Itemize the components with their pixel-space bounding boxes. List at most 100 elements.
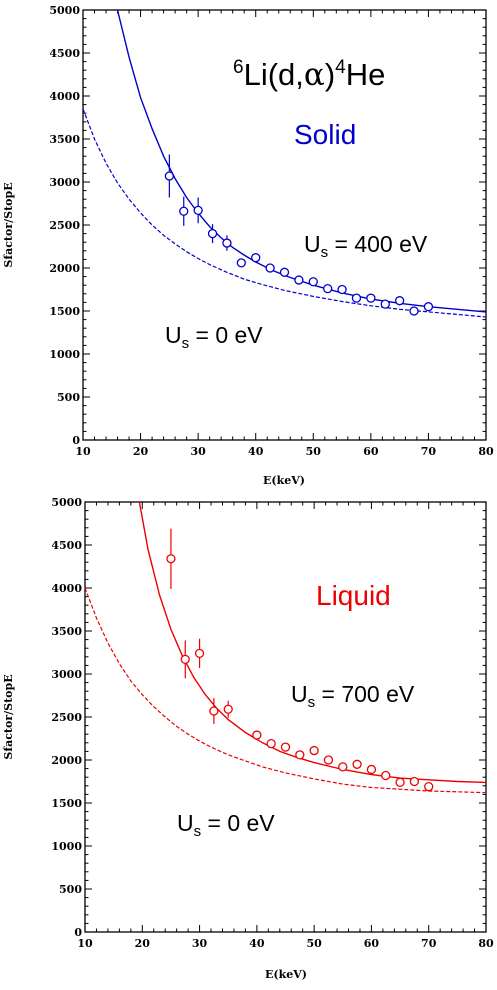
top-x-tick-label: 80 xyxy=(478,445,494,458)
bottom-y-ticks: 0 500 1000 1500 2000 2500 3000 3500 4000 4500 5000 xyxy=(51,496,486,939)
bottom-data-point xyxy=(266,739,276,749)
top-data-point xyxy=(164,171,175,181)
bottom-data-point xyxy=(352,759,362,769)
bottom-fit-curve xyxy=(138,501,487,784)
top-y-tick-label: 1000 xyxy=(49,348,80,361)
top-y-tick-label: 3500 xyxy=(49,133,80,146)
top-y-tick-label: 2500 xyxy=(49,219,80,232)
top-x-tick-label: 50 xyxy=(306,445,322,458)
top-y-tick-label: 3000 xyxy=(49,176,80,189)
top-x-tick-label: 10 xyxy=(75,445,91,458)
top-y-tick-label: 4500 xyxy=(49,47,80,60)
bottom-y-tick-label: 1000 xyxy=(51,840,82,853)
top-data-point xyxy=(279,267,290,277)
bottom-x-tick-label: 40 xyxy=(249,937,265,950)
top-data-point xyxy=(394,296,405,306)
bottom-x-tick-label: 50 xyxy=(306,937,322,950)
bottom-data-point xyxy=(409,776,420,787)
bottom-x-ticks: 10 20 30 40 50 60 70 80 xyxy=(77,502,494,950)
top-y-tick-label: 1500 xyxy=(49,305,80,318)
top-x-tick-label: 40 xyxy=(248,445,264,458)
bottom-data-point xyxy=(424,782,434,792)
bottom-y-tick-label: 4000 xyxy=(51,582,82,595)
bottom-y-axis-label: Sfactor/StopE xyxy=(2,674,15,759)
top-x-tick-label: 60 xyxy=(363,445,379,458)
bottom-y-tick-label: 500 xyxy=(59,883,82,896)
top-x-tick-label: 30 xyxy=(190,445,206,458)
top-data-point xyxy=(423,302,434,312)
bottom-y-tick-label: 2000 xyxy=(51,754,82,767)
top-data-point xyxy=(236,258,246,268)
bottom-data-point xyxy=(366,764,377,775)
bottom-x-tick-label: 20 xyxy=(135,937,151,950)
top-data-point xyxy=(308,277,318,287)
bottom-data-point xyxy=(395,777,405,788)
top-y-tick-label: 2000 xyxy=(49,262,80,275)
bottom-data-point xyxy=(381,770,391,781)
top-x-tick-label: 70 xyxy=(421,445,437,458)
bottom-y-tick-label: 4500 xyxy=(51,539,82,552)
bottom-bare-curve xyxy=(84,587,487,794)
bottom-x-tick-label: 60 xyxy=(364,937,380,950)
bottom-data-point xyxy=(180,654,190,665)
bottom-bare-label: Us = 0 eV xyxy=(177,810,275,840)
top-y-ticks: 0 500 1000 1500 2000 2500 3000 3500 4000 4500 5000 xyxy=(49,4,486,447)
top-data-point xyxy=(366,293,376,303)
bottom-data-point xyxy=(252,730,262,740)
top-data-point xyxy=(323,283,333,294)
top-fit-label: Us = 400 eV xyxy=(304,231,428,261)
top-data-point xyxy=(409,306,419,316)
bottom-data-points xyxy=(166,528,434,792)
top-reaction-title: 6Li(d,α)4He xyxy=(233,57,385,93)
top-data-point xyxy=(179,206,189,216)
top-data-point xyxy=(222,238,232,248)
top-data-point xyxy=(337,284,347,295)
bottom-x-tick-label: 10 xyxy=(77,937,93,950)
top-data-points xyxy=(164,154,434,316)
bottom-medium-label: Liquid xyxy=(316,580,391,611)
top-data-point xyxy=(207,228,218,239)
bottom-x-axis-label: E(keV) xyxy=(265,968,307,981)
top-data-point xyxy=(193,205,203,216)
top-bare-label: Us = 0 eV xyxy=(165,322,263,352)
top-y-tick-label: 0 xyxy=(72,434,80,447)
bottom-x-tick-label: 80 xyxy=(478,937,494,950)
bottom-y-tick-label: 3500 xyxy=(51,625,82,638)
top-medium-label: Solid xyxy=(294,119,356,150)
bottom-plot-frame xyxy=(84,501,487,933)
top-x-ticks: 10 20 30 40 50 60 70 80 xyxy=(75,10,494,458)
bottom-data-point xyxy=(280,742,291,752)
top-y-tick-label: 5000 xyxy=(49,4,80,17)
bottom-data-point xyxy=(166,554,176,564)
top-data-point xyxy=(380,299,390,309)
bottom-data-point xyxy=(309,745,319,756)
bottom-y-tick-label: 3000 xyxy=(51,668,82,681)
bottom-data-point xyxy=(194,648,205,659)
top-data-point xyxy=(351,293,362,303)
bottom-y-tick-label: 0 xyxy=(74,926,82,939)
top-data-point xyxy=(294,275,304,285)
top-y-axis-label: Sfactor/StopE xyxy=(2,182,15,267)
bottom-data-point xyxy=(223,704,233,714)
top-x-axis-label: E(keV) xyxy=(263,474,305,487)
bottom-y-tick-label: 2500 xyxy=(51,711,82,724)
top-data-point xyxy=(265,263,275,273)
bottom-data-point xyxy=(338,762,348,772)
bottom-x-tick-label: 70 xyxy=(421,937,437,950)
top-y-tick-label: 500 xyxy=(57,391,80,404)
bottom-panel: 0 500 1000 1500 2000 2500 3000 3500 4000 4500 5000… xyxy=(2,496,494,981)
bottom-x-tick-label: 30 xyxy=(192,937,208,950)
top-panel: 0 500 1000 1500 2000 2500 3000 3500 4000 4500 5000… xyxy=(2,4,494,487)
bottom-data-point xyxy=(209,706,219,716)
top-data-point xyxy=(251,253,261,263)
bottom-y-tick-label: 5000 xyxy=(51,496,82,509)
top-x-tick-label: 20 xyxy=(133,445,149,458)
bottom-data-point xyxy=(323,755,334,765)
bottom-fit-label: Us = 700 eV xyxy=(291,681,415,711)
top-y-tick-label: 4000 xyxy=(49,90,80,103)
top-fit-curve xyxy=(116,9,487,313)
bottom-data-point xyxy=(295,750,305,760)
top-bare-curve xyxy=(82,108,487,318)
bottom-y-tick-label: 1500 xyxy=(51,797,82,810)
